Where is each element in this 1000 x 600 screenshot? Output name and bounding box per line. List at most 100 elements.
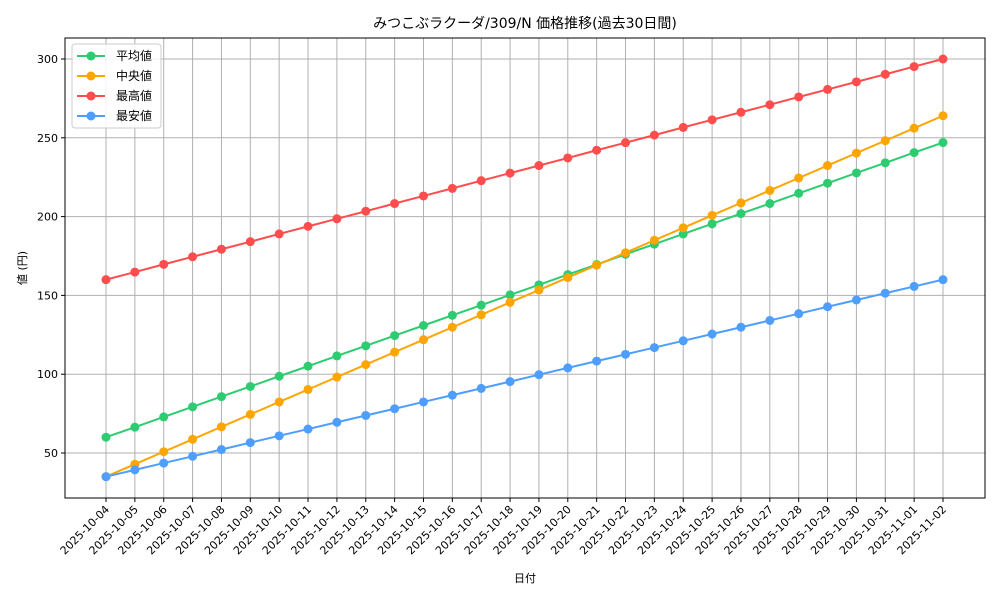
- data-point: [245, 409, 255, 419]
- data-point: [880, 288, 890, 298]
- data-point: [880, 158, 890, 168]
- data-point: [216, 244, 226, 254]
- x-axis-ticks: 2025-10-042025-10-052025-10-062025-10-07…: [58, 498, 949, 557]
- data-series: [101, 54, 948, 482]
- data-point: [390, 331, 400, 341]
- legend-item: 中央値: [77, 68, 152, 83]
- data-point: [418, 397, 428, 407]
- data-point: [880, 69, 890, 79]
- data-point: [418, 191, 428, 201]
- data-point: [823, 84, 833, 94]
- data-point: [707, 219, 717, 229]
- data-point: [765, 100, 775, 110]
- legend-marker-icon: [86, 51, 96, 61]
- data-point: [188, 434, 198, 444]
- data-point: [563, 363, 573, 373]
- data-point: [621, 248, 631, 258]
- data-point: [245, 381, 255, 391]
- data-point: [851, 295, 861, 305]
- data-point: [159, 458, 169, 468]
- data-point: [736, 209, 746, 219]
- data-point: [938, 138, 948, 148]
- data-point: [390, 199, 400, 209]
- legend-marker-icon: [86, 91, 96, 101]
- data-point: [707, 210, 717, 220]
- data-point: [505, 290, 515, 300]
- data-point: [159, 412, 169, 422]
- data-point: [476, 176, 486, 186]
- data-point: [447, 310, 457, 320]
- data-point: [447, 183, 457, 193]
- data-point: [823, 161, 833, 171]
- data-point: [794, 173, 804, 183]
- data-point: [101, 432, 111, 442]
- data-point: [332, 214, 342, 224]
- y-axis-label: 値 (円): [16, 251, 29, 285]
- data-point: [592, 260, 602, 270]
- data-point: [332, 351, 342, 361]
- data-point: [188, 402, 198, 412]
- series-line: [101, 138, 948, 442]
- data-point: [476, 383, 486, 393]
- data-point: [938, 111, 948, 121]
- y-tick-label: 100: [37, 368, 58, 381]
- data-point: [880, 136, 890, 146]
- y-axis-ticks: 50 100 150 200 250 300: [37, 53, 65, 460]
- data-point: [130, 422, 140, 432]
- data-point: [794, 309, 804, 319]
- x-axis-label: 日付: [514, 572, 536, 585]
- data-point: [678, 122, 688, 132]
- data-point: [823, 178, 833, 188]
- data-point: [101, 275, 111, 285]
- data-point: [534, 161, 544, 171]
- data-point: [592, 356, 602, 366]
- y-tick-label: 150: [37, 289, 58, 302]
- data-point: [216, 445, 226, 455]
- legend-item: 平均値: [77, 48, 152, 63]
- legend-item: 最高値: [77, 88, 152, 103]
- data-point: [823, 302, 833, 312]
- data-point: [159, 447, 169, 457]
- data-point: [707, 115, 717, 125]
- data-point: [130, 465, 140, 475]
- legend-item: 最安値: [77, 108, 152, 123]
- legend-label: 最安値: [116, 108, 152, 123]
- y-tick-label: 50: [44, 447, 58, 460]
- grid-lines: [65, 38, 985, 498]
- data-point: [765, 185, 775, 195]
- data-point: [563, 273, 573, 283]
- data-point: [505, 377, 515, 387]
- data-point: [303, 424, 313, 434]
- data-point: [765, 199, 775, 209]
- data-point: [274, 397, 284, 407]
- data-point: [505, 297, 515, 307]
- data-point: [534, 370, 544, 380]
- series-line: [101, 275, 948, 482]
- data-point: [851, 148, 861, 158]
- data-point: [159, 259, 169, 269]
- data-point: [563, 153, 573, 163]
- data-point: [390, 347, 400, 357]
- data-point: [851, 168, 861, 178]
- data-point: [794, 92, 804, 102]
- data-point: [592, 145, 602, 155]
- legend-box: [71, 43, 162, 129]
- data-point: [274, 431, 284, 441]
- data-point: [245, 438, 255, 448]
- chart-title: みつこぶラクーダ/309/N 価格推移(過去30日間): [373, 16, 677, 32]
- data-point: [274, 229, 284, 239]
- legend-marker-icon: [86, 111, 96, 121]
- data-point: [303, 221, 313, 231]
- legend-marker-icon: [86, 71, 96, 81]
- plot-area-frame: [64, 37, 986, 499]
- data-point: [188, 451, 198, 461]
- data-point: [534, 285, 544, 295]
- data-point: [361, 410, 371, 420]
- data-point: [418, 321, 428, 331]
- data-point: [216, 392, 226, 402]
- data-point: [447, 322, 457, 332]
- data-point: [649, 235, 659, 245]
- data-point: [649, 343, 659, 353]
- data-point: [418, 335, 428, 345]
